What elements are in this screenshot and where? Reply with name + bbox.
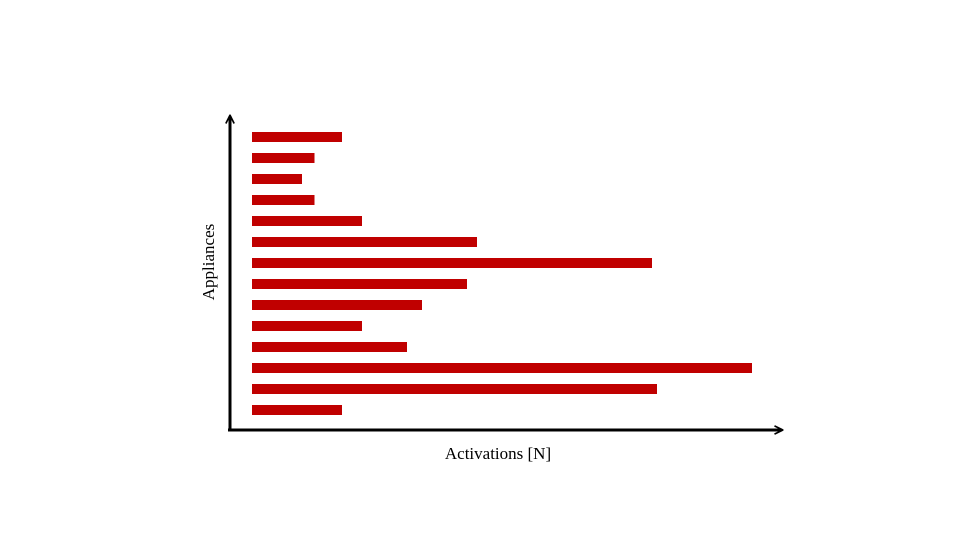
bar-9 xyxy=(252,300,422,310)
x-axis-label: Activations [N] xyxy=(445,444,551,463)
bar-4 xyxy=(252,195,315,205)
bar-6 xyxy=(252,237,477,247)
bars-group xyxy=(252,132,752,415)
bar-11 xyxy=(252,342,407,352)
bar-1 xyxy=(252,132,342,142)
bar-14 xyxy=(252,405,342,415)
bar-5 xyxy=(252,216,362,226)
bar-2 xyxy=(252,153,315,163)
bar-7 xyxy=(252,258,652,268)
bar-8 xyxy=(252,279,467,289)
bar-12 xyxy=(252,363,752,373)
y-axis-label: Appliances xyxy=(199,224,218,300)
bar-3 xyxy=(252,174,302,184)
bar-10 xyxy=(252,321,362,331)
bar-13 xyxy=(252,384,657,394)
